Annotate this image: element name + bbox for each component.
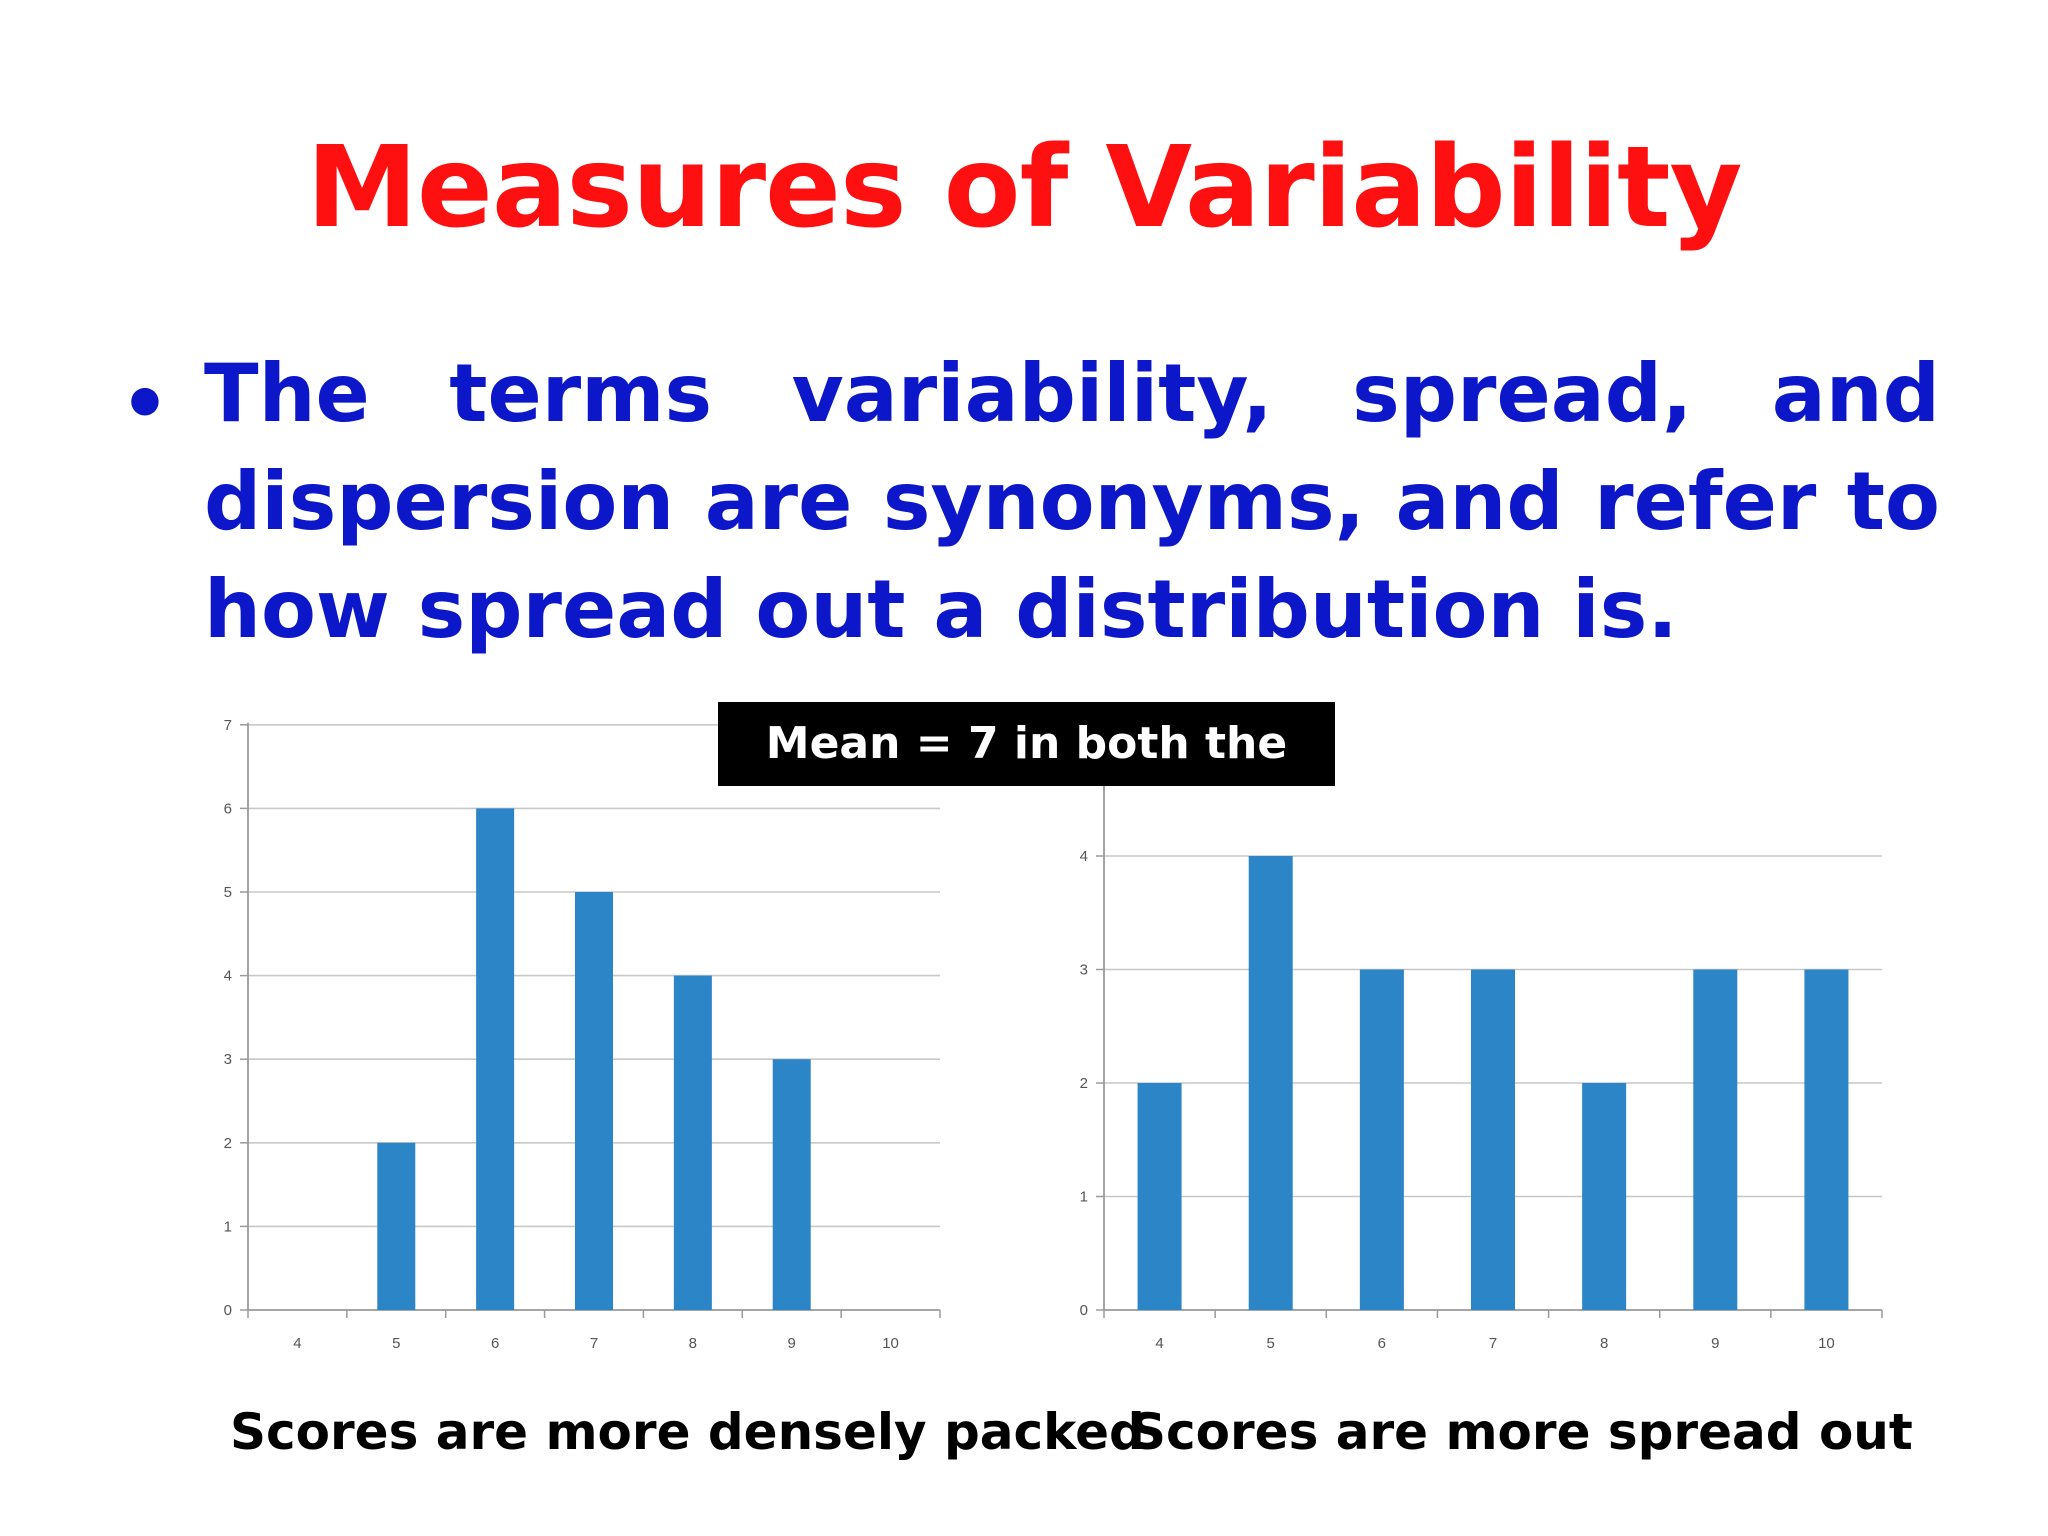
bullet-dot-icon: • xyxy=(120,360,170,450)
y-tick-label: 4 xyxy=(1080,848,1088,865)
x-tick-label: 9 xyxy=(1711,1335,1719,1352)
bar xyxy=(1693,969,1738,1310)
x-tick-label: 7 xyxy=(1489,1335,1497,1352)
x-tick-label: 6 xyxy=(491,1335,499,1352)
x-tick-label: 4 xyxy=(1155,1335,1163,1352)
y-tick-label: 0 xyxy=(1080,1302,1088,1319)
bar xyxy=(772,1059,811,1310)
caption-left: Scores are more densely packed xyxy=(230,1403,1145,1461)
y-tick-label: 1 xyxy=(1080,1189,1088,1206)
y-tick-label: 1 xyxy=(224,1218,232,1235)
bar xyxy=(476,808,515,1310)
bullet-text: The terms variability, spread, and dispe… xyxy=(204,347,1940,656)
chart-right: 0 1 2 3 4 4 5 6 7 8 9 10 xyxy=(1080,740,1883,1352)
chart-left: 0 1 2 3 4 5 6 7 4 5 6 7 8 9 10 xyxy=(224,717,941,1352)
x-tick-label: 4 xyxy=(293,1335,301,1352)
caption-right: Scores are more spread out xyxy=(1130,1403,1913,1461)
bar xyxy=(575,892,613,1310)
bar xyxy=(1471,969,1515,1310)
mean-label-box: Mean = 7 in both the cases xyxy=(718,702,1335,853)
y-tick-label: 7 xyxy=(224,717,232,734)
x-tick-label: 5 xyxy=(1267,1335,1275,1352)
y-tick-label: 0 xyxy=(224,1302,232,1319)
y-tick-label: 3 xyxy=(1080,962,1088,979)
bar xyxy=(1804,969,1849,1310)
bar xyxy=(377,1142,416,1310)
x-tick-label: 5 xyxy=(392,1335,400,1352)
bar xyxy=(673,975,712,1310)
y-tick-label: 6 xyxy=(224,800,232,817)
y-tick-label: 2 xyxy=(224,1135,232,1152)
x-tick-label: 10 xyxy=(1818,1335,1835,1352)
x-tick-label: 10 xyxy=(882,1335,899,1352)
bar xyxy=(1359,969,1404,1310)
x-tick-label: 8 xyxy=(689,1335,697,1352)
x-tick-label: 7 xyxy=(590,1335,598,1352)
y-tick-label: 5 xyxy=(224,884,232,901)
x-tick-label: 9 xyxy=(788,1335,796,1352)
bar xyxy=(1137,1083,1182,1310)
y-tick-label: 3 xyxy=(224,1051,232,1068)
x-tick-label: 8 xyxy=(1600,1335,1608,1352)
x-tick-label: 6 xyxy=(1378,1335,1386,1352)
y-tick-label: 4 xyxy=(224,968,232,985)
y-tick-label: 2 xyxy=(1080,1075,1088,1092)
bar xyxy=(1248,856,1293,1310)
slide-title: Measures of Variability xyxy=(306,123,1742,253)
bar xyxy=(1582,1083,1627,1310)
